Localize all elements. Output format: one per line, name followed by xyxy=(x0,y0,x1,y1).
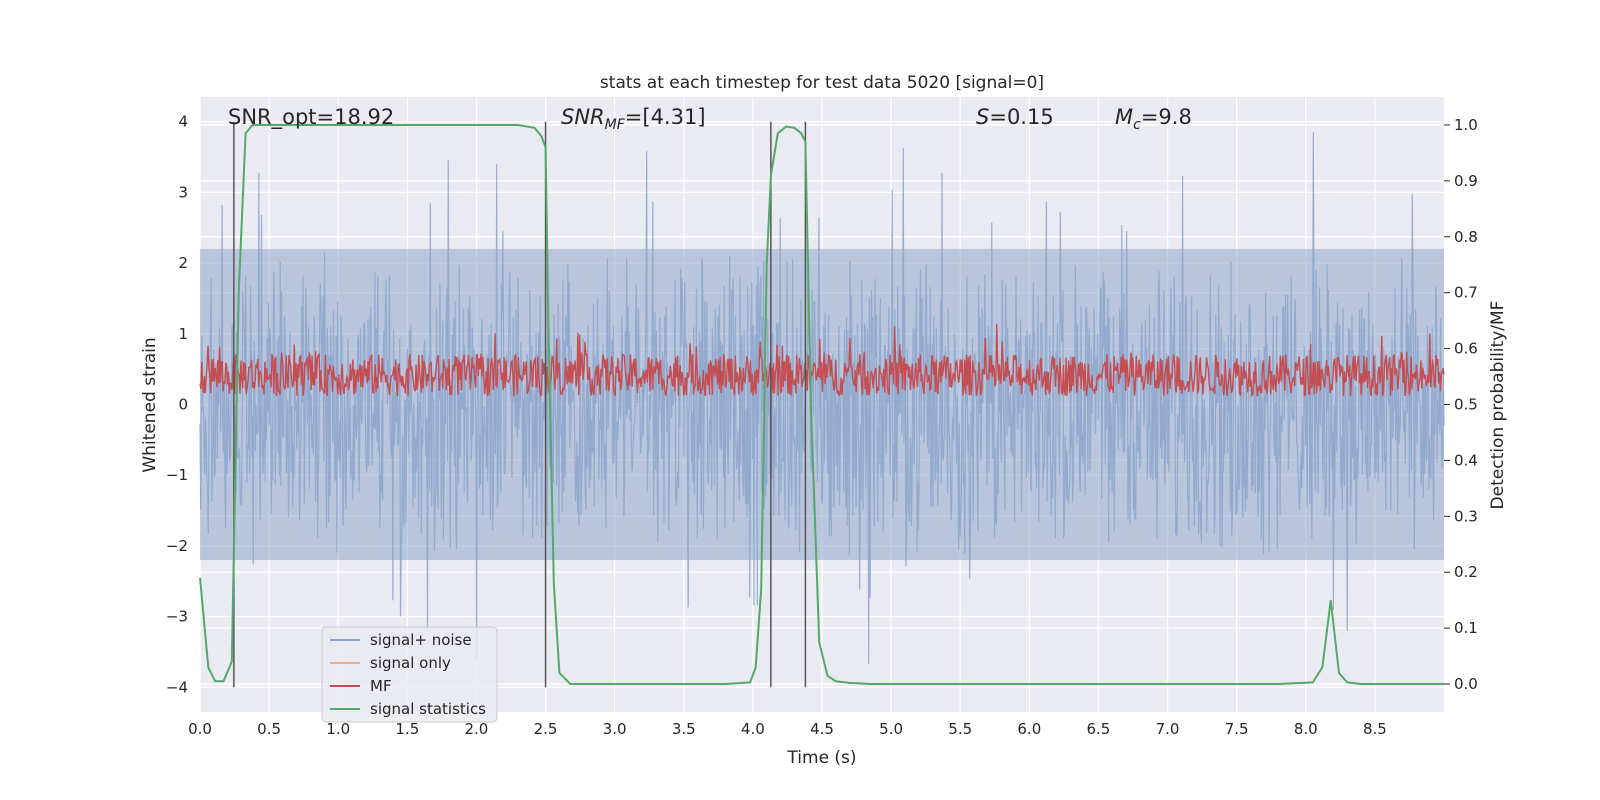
y-right-tick-9: 0.1 xyxy=(1454,619,1478,637)
signal-statistics-series xyxy=(199,124,1444,685)
y-right-tick-1: 0.9 xyxy=(1454,172,1478,190)
x-tick-13: 6.5 xyxy=(1087,720,1111,738)
x-tick-9: 4.5 xyxy=(810,720,834,738)
y-right-tick-8: 0.2 xyxy=(1454,563,1478,581)
x-tick-15: 7.5 xyxy=(1225,720,1249,738)
x-tick-3: 1.5 xyxy=(395,720,419,738)
y-right-tick-2: 0.8 xyxy=(1454,228,1478,246)
signal-statistics-line xyxy=(199,124,1444,685)
legend-box xyxy=(321,626,498,723)
x-tick-16: 8.0 xyxy=(1294,720,1318,738)
mc-annotation: Mc=9.8 xyxy=(1115,105,1192,133)
legend-label-signal-statistics: signal statistics xyxy=(370,700,486,718)
x-tick-12: 6.0 xyxy=(1017,720,1041,738)
y-tick-2: 2 xyxy=(178,254,188,272)
y-tick-8: −4 xyxy=(166,678,188,696)
y-tick-5: −1 xyxy=(166,466,188,484)
y-tick-1: 3 xyxy=(178,183,188,201)
y-tick-0: 4 xyxy=(178,113,188,131)
snr-mf-label: SNR xyxy=(561,105,605,129)
x-tick-labels: 0.0 0.5 1.0 1.5 2.0 2.5 3.0 3.5 4.0 4.5 5.0 5.5 6.0 6… xyxy=(188,720,1387,738)
y-right-tick-3: 0.7 xyxy=(1454,284,1478,302)
s-annotation: S=0.15 xyxy=(976,105,1054,129)
x-tick-6: 3.0 xyxy=(603,720,627,738)
x-tick-2: 1.0 xyxy=(326,720,350,738)
x-tick-7: 3.5 xyxy=(672,720,696,738)
y-tick-labels: 4 3 2 1 0 −1 −2 −3 −4 xyxy=(166,113,188,697)
chart-title: stats at each timestep for test data 502… xyxy=(600,73,1044,93)
y-right-tick-5: 0.5 xyxy=(1454,396,1478,414)
noise-series xyxy=(199,132,1445,665)
noise-line xyxy=(199,132,1445,665)
legend-label-mf: MF xyxy=(370,677,392,695)
x-tick-1: 0.5 xyxy=(257,720,281,738)
legend-label-noise: signal+ noise xyxy=(370,631,472,649)
x-tick-14: 7.0 xyxy=(1156,720,1180,738)
y-right-tick-0: 1.0 xyxy=(1454,116,1478,134)
x-tick-11: 5.5 xyxy=(948,720,972,738)
y-tick-3: 1 xyxy=(178,325,188,343)
y-tick-7: −3 xyxy=(166,608,188,626)
x-tick-10: 5.0 xyxy=(879,720,903,738)
x-tick-0: 0.0 xyxy=(188,720,212,738)
x-tick-17: 8.5 xyxy=(1363,720,1387,738)
y-right-tick-7: 0.3 xyxy=(1454,507,1478,525)
x-tick-8: 4.0 xyxy=(741,720,765,738)
y-right-tick-6: 0.4 xyxy=(1454,451,1478,469)
mc-value: =9.8 xyxy=(1141,105,1192,129)
snr-mf-value: =[4.31] xyxy=(625,105,706,129)
y-tick-6: −2 xyxy=(166,537,188,555)
y-right-tick-10: 0.0 xyxy=(1454,675,1478,693)
legend: signal+ noise signal only MF signal stat… xyxy=(321,626,498,723)
y-right-tick-4: 0.6 xyxy=(1454,340,1478,358)
y-axis-label: Whitened strain xyxy=(140,337,160,472)
x-tick-4: 2.0 xyxy=(465,720,489,738)
mc-symbol: M xyxy=(1115,105,1133,129)
y-tick-4: 0 xyxy=(178,396,188,414)
mc-subscript: c xyxy=(1133,117,1141,133)
s-symbol: S xyxy=(976,105,989,129)
y-right-tick-labels: 1.0 0.9 0.8 0.7 0.6 0.5 0.4 0.3 0.2 0.1 0.0 xyxy=(1444,116,1478,693)
snr-mf-subscript: MF xyxy=(605,117,626,133)
mf-line xyxy=(199,323,1445,398)
x-axis-label: Time (s) xyxy=(786,748,856,768)
s-value: =0.15 xyxy=(989,105,1053,129)
legend-label-signal-only: signal only xyxy=(370,654,451,672)
mf-series xyxy=(199,323,1445,398)
snr-opt-annotation: SNR_opt=18.92 xyxy=(228,105,394,130)
y-right-axis-label: Detection probability/MF xyxy=(1488,301,1508,510)
x-tick-5: 2.5 xyxy=(534,720,558,738)
snr-mf-annotation: SNRMF=[4.31] xyxy=(561,105,706,133)
